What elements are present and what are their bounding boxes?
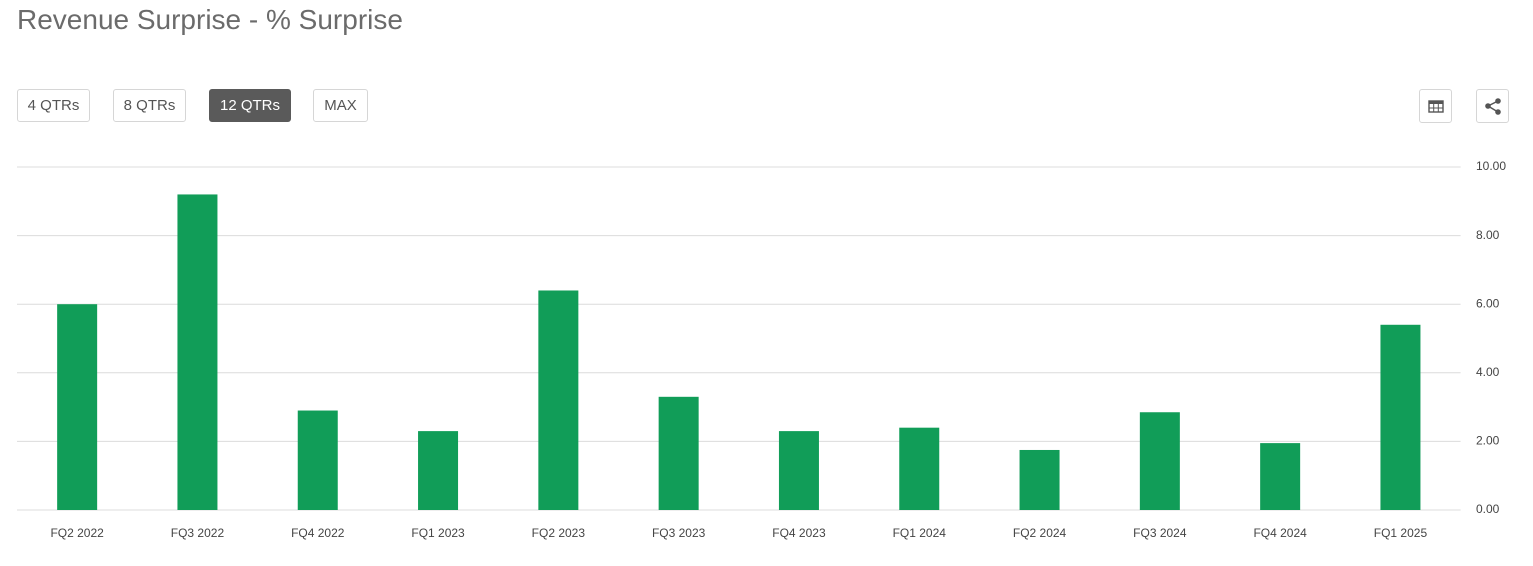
- bar: [1019, 449, 1060, 510]
- share-button[interactable]: [1476, 89, 1509, 123]
- range-button[interactable]: 4 QTRs: [17, 89, 90, 122]
- page-title: Revenue Surprise - % Surprise: [17, 4, 403, 35]
- bar: [1380, 324, 1421, 510]
- x-tick-label: FQ4 2022: [291, 526, 345, 540]
- x-tick-label: FQ3 2023: [652, 526, 706, 540]
- x-tick-label: FQ1 2025: [1374, 526, 1428, 540]
- bar: [538, 290, 579, 510]
- bar: [297, 410, 338, 510]
- y-tick-label: 10.00: [1476, 159, 1506, 173]
- y-tick-label: 0.00: [1476, 502, 1500, 516]
- bar: [778, 431, 819, 510]
- bar: [658, 396, 699, 510]
- x-tick-label: FQ2 2024: [1013, 526, 1067, 540]
- x-tick-label: FQ2 2023: [532, 526, 586, 540]
- table-icon: [1428, 100, 1444, 113]
- table-view-button[interactable]: [1419, 89, 1452, 123]
- y-tick-label: 2.00: [1476, 434, 1500, 448]
- bar: [1139, 412, 1180, 510]
- share-icon: [1485, 98, 1501, 115]
- bar: [418, 431, 459, 510]
- y-tick-label: 4.00: [1476, 365, 1500, 379]
- range-button[interactable]: MAX: [313, 89, 368, 122]
- bar: [899, 427, 940, 510]
- range-button[interactable]: 8 QTRs: [113, 89, 186, 122]
- y-tick-label: 8.00: [1476, 228, 1500, 242]
- y-tick-label: 6.00: [1476, 296, 1500, 310]
- x-tick-label: FQ2 2022: [50, 526, 104, 540]
- x-tick-label: FQ1 2024: [893, 526, 947, 540]
- bar: [1260, 443, 1301, 510]
- x-tick-label: FQ4 2024: [1253, 526, 1307, 540]
- x-tick-label: FQ3 2024: [1133, 526, 1187, 540]
- x-tick-label: FQ3 2022: [171, 526, 225, 540]
- x-tick-label: FQ1 2023: [411, 526, 465, 540]
- bar: [177, 194, 218, 510]
- bar: [57, 304, 98, 510]
- range-button[interactable]: 12 QTRs: [209, 89, 291, 122]
- x-tick-label: FQ4 2023: [772, 526, 826, 540]
